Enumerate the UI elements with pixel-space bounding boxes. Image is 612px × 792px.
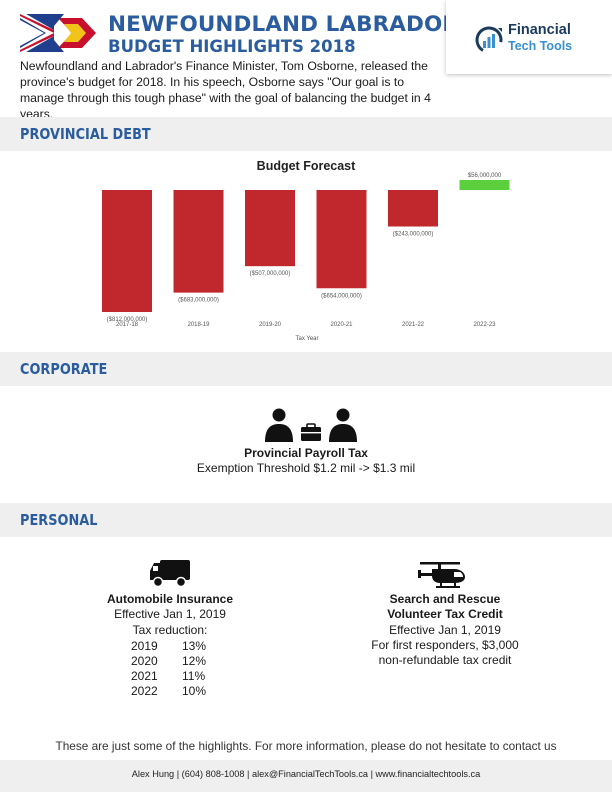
business-people-briefcase-icon: [265, 408, 357, 442]
page-title: NEWFOUNDLAND LABRADOR: [108, 12, 460, 37]
rate-year: 2020: [131, 654, 158, 668]
section-title-personal: PERSONAL: [20, 511, 98, 529]
payroll-tax-threshold: Exemption Threshold $1.2 mil -> $1.3 mil: [196, 461, 416, 475]
rate-value: 13%: [182, 639, 207, 653]
logo-text-line2: Tech Tools: [508, 39, 573, 53]
tax-reduction-label: Tax reduction:: [132, 623, 208, 637]
footer-contact: Alex Hung | (604) 808-1008 | alex@Financ…: [131, 769, 481, 779]
chart-x-tick-label: 2019-20: [259, 322, 282, 328]
budget-forecast-chart: Budget Forecast ($812,000,000)2017-18 ($6…: [102, 159, 510, 342]
rate-year: 2021: [131, 669, 158, 683]
auto-insurance-title: Automobile Insurance: [106, 592, 234, 606]
logo-card: Financial Tech Tools: [446, 0, 612, 74]
chart-bar: [316, 190, 367, 289]
chart-data-label: ($812,000,000): [107, 317, 148, 323]
chart-x-tick-label: 2022-23: [473, 322, 496, 328]
chart-bar: [102, 190, 152, 312]
chart-bar: [173, 190, 224, 293]
section-bar-debt: PROVINCIAL DEBT: [0, 117, 612, 151]
logo-text-line1: Financial: [508, 22, 571, 38]
payroll-tax-title: Provincial Payroll Tax: [244, 446, 368, 460]
chart-x-tick-label: 2017-18: [116, 322, 139, 328]
helicopter-icon: [418, 562, 465, 588]
chart-title: Budget Forecast: [257, 159, 356, 173]
rate-year: 2022: [131, 684, 158, 698]
section-title-corporate: CORPORATE: [20, 360, 108, 378]
chart-x-tick-label: 2021-22: [402, 322, 425, 328]
truck-icon: [150, 560, 190, 587]
chart-bar: [245, 190, 295, 267]
intro-paragraph: Newfoundland and Labrador's Finance Mini…: [20, 59, 431, 121]
chart-bar: [388, 190, 438, 227]
chart-x-tick-label: 2020-21: [330, 322, 353, 328]
financial-tech-tools-logo-icon: [475, 26, 503, 54]
rescue-effective: Effective Jan 1, 2019: [389, 623, 501, 637]
rescue-credit-line2: non-refundable tax credit: [378, 653, 512, 667]
rescue-title-line2: Volunteer Tax Credit: [387, 607, 503, 621]
rate-row: 2021 11%: [131, 669, 211, 684]
rate-row: 2022 10%: [131, 684, 211, 699]
chart-data-label: ($243,000,000): [393, 232, 434, 238]
chart-bar: [459, 180, 510, 190]
section-bar-corporate: CORPORATE: [0, 352, 612, 386]
rate-value: 11%: [182, 669, 206, 683]
section-bar-personal: PERSONAL: [0, 503, 612, 537]
rate-year: 2019: [131, 639, 158, 653]
auto-insurance-effective: Effective Jan 1, 2019: [114, 607, 226, 621]
chart-data-label: ($683,000,000): [178, 298, 219, 304]
rate-row: 2019 13%: [131, 639, 211, 654]
rate-row: 2020 12%: [131, 654, 211, 669]
rate-value: 10%: [182, 684, 207, 698]
rescue-credit-line1: For first responders, $3,000: [371, 638, 519, 652]
footer-bar: Alex Hung | (604) 808-1008 | alex@Financ…: [0, 760, 612, 792]
chart-x-tick-label: 2018-19: [187, 322, 210, 328]
chart-data-label: ($507,000,000): [250, 271, 291, 277]
rescue-title-line1: Search and Rescue: [389, 592, 501, 606]
section-title-debt: PROVINCIAL DEBT: [20, 125, 151, 143]
chart-x-axis-label: Tax Year: [295, 336, 318, 342]
closing-note: These are just some of the highlights. F…: [55, 739, 557, 753]
newfoundland-flag-icon: [20, 14, 96, 52]
chart-data-label: $56,000,000: [468, 173, 502, 179]
page-subtitle: BUDGET HIGHLIGHTS 2018: [108, 37, 356, 56]
rate-value: 12%: [182, 654, 207, 668]
chart-data-label: ($654,000,000): [321, 293, 362, 299]
